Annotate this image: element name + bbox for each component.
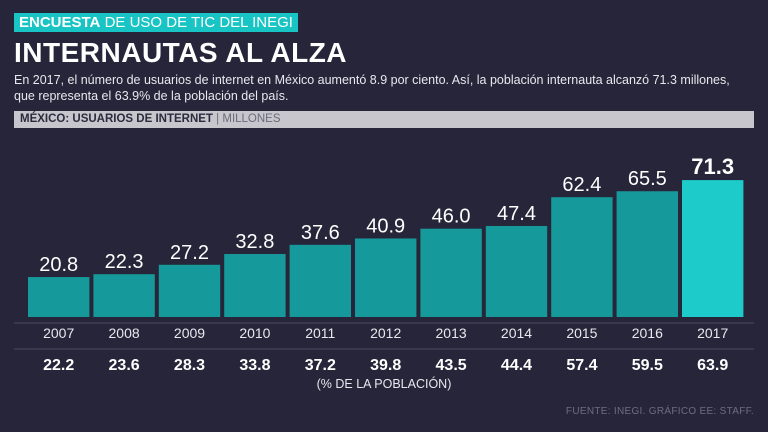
year-label-2013: 2013	[436, 325, 467, 341]
bar-2009	[158, 264, 221, 317]
year-label-2016: 2016	[632, 325, 663, 341]
value-label-2013: 46.0	[432, 206, 471, 228]
page-title: INTERNAUTAS AL ALZA	[14, 37, 348, 68]
year-label-2010: 2010	[239, 325, 270, 341]
percent-label-2015: 57.4	[566, 357, 597, 374]
year-label-2015: 2015	[566, 325, 597, 341]
bar-2007	[28, 277, 90, 317]
percent-label-2011: 37.2	[305, 357, 336, 374]
value-label-2010: 32.8	[235, 231, 274, 253]
bar-2016	[616, 191, 678, 317]
year-label-2008: 2008	[109, 325, 140, 341]
year-label-2011: 2011	[305, 325, 335, 341]
value-label-2009: 27.2	[170, 242, 209, 264]
subtitle-separator: |	[212, 113, 223, 125]
value-label-2008: 22.3	[105, 251, 144, 273]
value-label-2011: 37.6	[301, 222, 340, 244]
value-label-2017: 71.3	[691, 154, 734, 179]
bar-2017	[682, 180, 744, 317]
percent-label-2007: 22.2	[43, 357, 74, 374]
source-note: FUENTE: INEGI. GRÁFICO EE: STAFF.	[565, 406, 754, 417]
value-label-2016: 65.5	[628, 168, 667, 190]
value-label-2014: 47.4	[497, 203, 536, 225]
bar-2011	[289, 244, 351, 317]
value-label-2012: 40.9	[366, 215, 405, 237]
chart-subtitle: MÉXICO: USUARIOS DE INTERNET	[20, 113, 213, 125]
chart-subtitle-bar: MÉXICO: USUARIOS DE INTERNET | MILLONES	[14, 111, 754, 128]
bar-2015	[551, 197, 613, 317]
bar-2008	[93, 274, 155, 317]
percent-label-2012: 39.8	[370, 357, 401, 374]
percent-label-2014: 44.4	[501, 357, 532, 374]
percent-label-2010: 33.8	[239, 357, 270, 374]
value-label-2007: 20.8	[39, 254, 78, 276]
bar-2010	[224, 254, 286, 317]
year-label-2007: 2007	[43, 325, 74, 341]
percent-label-2008: 23.6	[109, 357, 140, 374]
survey-tag-bold: ENCUESTA	[19, 14, 101, 31]
bar-2013	[420, 228, 482, 317]
year-label-2014: 2014	[501, 325, 532, 341]
value-label-2015: 62.4	[562, 174, 601, 196]
percent-caption: (% DE LA POBLACIÓN)	[316, 377, 452, 391]
intro-text: En 2017, el número de usuarios de intern…	[14, 73, 730, 103]
year-label-2017: 2017	[697, 325, 728, 341]
survey-tag-light: DE USO DE TIC DEL INEGI	[100, 14, 293, 31]
percent-label-2013: 43.5	[436, 357, 467, 374]
percent-label-2016: 59.5	[632, 357, 663, 374]
year-label-2009: 2009	[174, 325, 205, 341]
percent-label-2009: 28.3	[174, 357, 205, 374]
bar-2014	[485, 225, 548, 317]
bar-2012	[355, 238, 417, 317]
chart-unit: MILLONES	[222, 113, 281, 125]
year-label-2012: 2012	[370, 325, 401, 341]
percent-label-2017: 63.9	[697, 357, 728, 374]
survey-tag: ENCUESTA DE USO DE TIC DEL INEGI	[14, 13, 298, 32]
